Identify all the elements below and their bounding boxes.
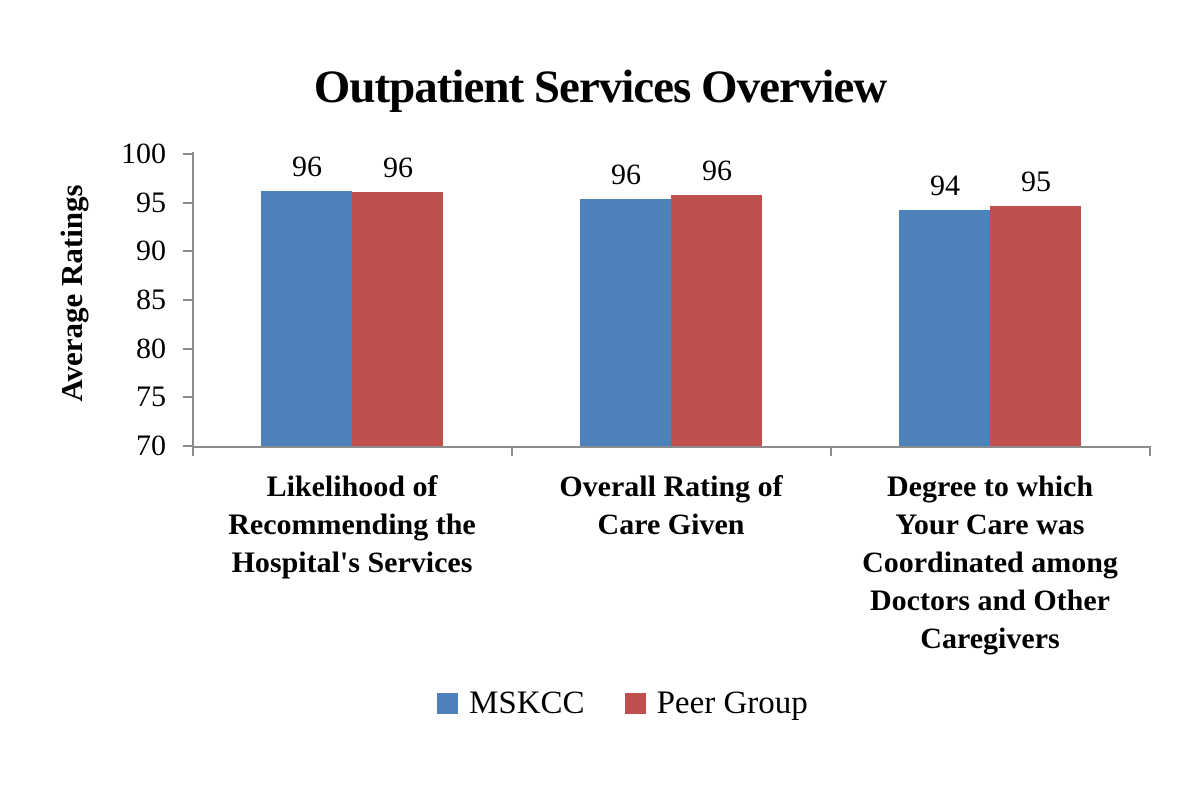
y-tick-label: 90	[136, 234, 166, 268]
y-axis-line	[192, 152, 194, 456]
bar-mskcc-0	[261, 191, 352, 446]
y-tick-label: 70	[136, 429, 166, 462]
y-tick-label: 100	[121, 137, 166, 170]
legend-label-mskcc: MSKCC	[469, 685, 585, 721]
category-label-1: Overall Rating of Care Given	[559, 470, 783, 541]
bar-peer-group-0	[352, 192, 443, 446]
y-tick	[183, 153, 193, 155]
legend-label-peer-group: Peer Group	[656, 685, 808, 721]
legend-item-peer-group: Peer Group	[624, 682, 808, 724]
y-tick	[183, 250, 193, 253]
x-tick	[511, 446, 513, 456]
y-tick	[183, 347, 193, 350]
bar-value-label-peer-group-1: 96	[702, 154, 732, 187]
y-tick-label: 95	[136, 185, 166, 219]
y-tick-label: 80	[136, 331, 166, 365]
bar-mskcc-1	[580, 199, 671, 446]
category-label-0: Likelihood of Recommending the Hospital'…	[228, 470, 476, 579]
x-tick	[830, 446, 832, 456]
x-tick	[1149, 446, 1151, 456]
bar-value-label-mskcc-1: 96	[611, 158, 641, 191]
bar-mskcc-2	[899, 210, 990, 446]
legend-swatch-mskcc	[437, 692, 458, 714]
legend: MSKCC Peer Group	[437, 682, 808, 724]
bar-value-label-mskcc-0: 96	[292, 150, 322, 183]
bar-peer-group-1	[671, 195, 762, 446]
y-tick	[183, 201, 193, 204]
y-tick	[183, 396, 193, 399]
y-tick-label: 75	[136, 380, 166, 414]
legend-item-mskcc: MSKCC	[437, 682, 585, 724]
y-tick	[183, 299, 193, 301]
x-axis-line	[192, 446, 1149, 448]
y-tick-label: 85	[136, 283, 166, 316]
bar-peer-group-2	[990, 206, 1081, 446]
bar-value-label-mskcc-2: 94	[930, 169, 960, 202]
bar-value-label-peer-group-2: 95	[1021, 165, 1051, 198]
category-label-2: Degree to which Your Care was Coordinate…	[862, 470, 1118, 655]
chart-title: Outpatient Services Overview	[313, 61, 887, 113]
legend-swatch-peer-group	[624, 692, 646, 714]
bar-value-label-peer-group-0: 96	[383, 151, 413, 184]
y-tick	[183, 445, 193, 447]
x-tick	[192, 446, 194, 456]
